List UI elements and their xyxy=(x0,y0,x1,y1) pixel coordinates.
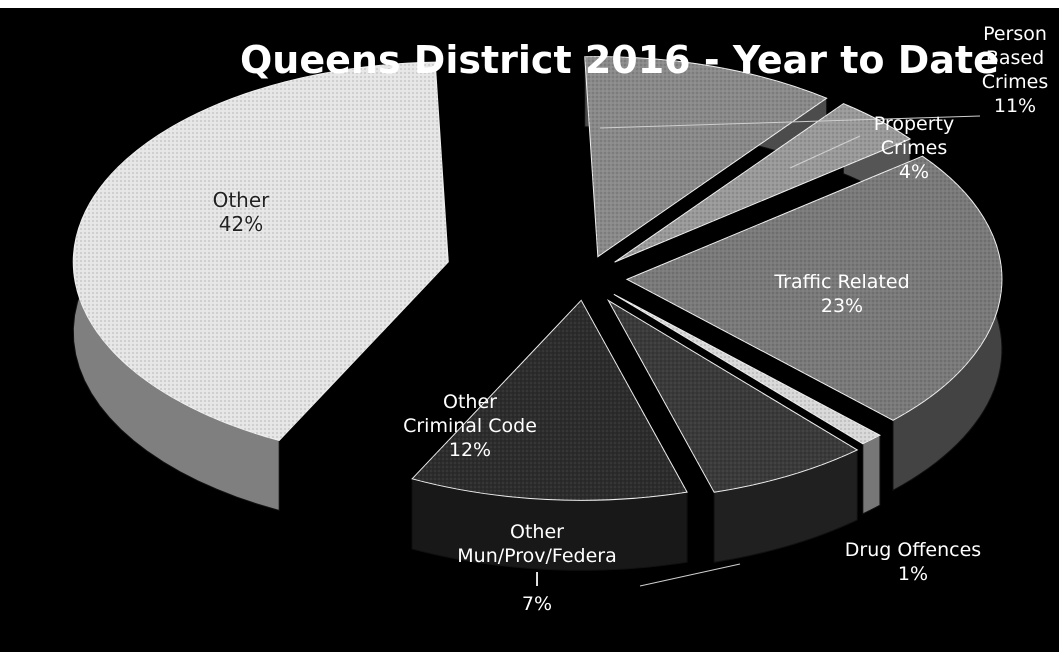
slice-label-line: Other xyxy=(212,188,270,212)
slice-value-label: 1% xyxy=(897,563,929,585)
leader-line xyxy=(599,115,981,129)
slice-label-line: Crimes xyxy=(981,71,1049,93)
slice-label-line: Crimes xyxy=(880,137,948,159)
pie-slice-side-drug-offences xyxy=(862,434,881,515)
leader-line xyxy=(789,135,861,169)
slice-label-other-mun-prov-federal: Other Mun/Prov/Federa l 7% xyxy=(432,520,642,616)
pie-slice-texture xyxy=(412,300,688,501)
pie-slice-texture xyxy=(614,103,911,263)
slice-label-person-based-crimes: Person Based Crimes 11% xyxy=(972,22,1058,118)
slice-value-label: 11% xyxy=(993,95,1037,117)
chart-area: Queens District 2016 - Year to Date Pers… xyxy=(0,8,1059,652)
chart-title: Queens District 2016 - Year to Date xyxy=(240,38,999,82)
pie-slice-texture xyxy=(608,300,858,493)
slice-value-label: 7% xyxy=(521,593,553,615)
slice-label-line: l xyxy=(534,569,540,591)
slice-value-label: 42% xyxy=(218,212,264,236)
slice-label-line: Traffic Related xyxy=(774,271,910,293)
slice-label-traffic-related: Traffic Related 23% xyxy=(752,270,932,318)
leader-lines xyxy=(599,115,981,587)
slice-value-label: 23% xyxy=(820,295,864,317)
slice-label-line: Drug Offences xyxy=(844,539,982,561)
pie-slice-texture xyxy=(584,56,827,257)
slice-label-line: Mun/Prov/Federa xyxy=(457,545,617,567)
slice-label-drug-offences: Drug Offences 1% xyxy=(818,538,1008,586)
slice-label-other-criminal-code: Other Criminal Code 12% xyxy=(380,390,560,462)
slice-label-other: Other 42% xyxy=(196,188,286,236)
slice-value-label: 4% xyxy=(898,161,930,183)
pie-slice-texture xyxy=(613,294,880,444)
slice-label-line: Person xyxy=(983,23,1047,45)
slice-label-line: Property xyxy=(873,113,955,135)
slice-label-line: Criminal Code xyxy=(403,415,537,437)
slice-label-property-crimes: Property Crimes 4% xyxy=(858,112,970,184)
slice-label-line: Other xyxy=(443,391,497,413)
leader-line xyxy=(639,563,741,587)
pie-chart xyxy=(72,56,1003,587)
slice-label-line: Other xyxy=(510,521,564,543)
slice-label-line: Based xyxy=(985,47,1045,69)
slice-value-label: 12% xyxy=(448,439,492,461)
pie-slice-texture xyxy=(73,62,449,441)
pie-slice-texture xyxy=(626,156,1002,421)
pie-slices xyxy=(72,56,1003,501)
